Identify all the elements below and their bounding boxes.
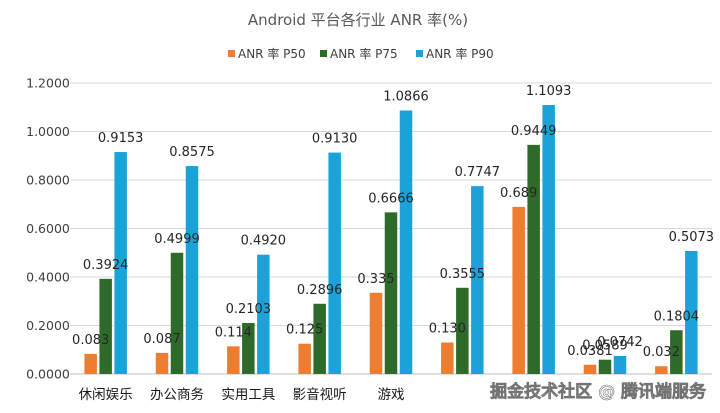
chart-title: Android 平台各行业 ANR 率(%) — [248, 11, 468, 29]
data-label-2-5: 0.7747 — [455, 165, 501, 180]
y-axis-ticks: 0.0000 0.2000 0.4000 0.6000 0.8000 1.0000 1.20… — [26, 76, 70, 382]
watermark: 掘金技术社区 @ 腾讯端服务 — [490, 381, 707, 403]
bar-0-4 — [369, 292, 383, 374]
y-tick-label: 0.6000 — [26, 221, 70, 236]
bar-1-4 — [384, 212, 398, 374]
data-label-2-2: 0.4920 — [241, 234, 287, 249]
bar-1-5 — [456, 287, 469, 374]
legend-label-2: ANR 率 P90 — [426, 46, 494, 61]
legend-swatch-1 — [320, 50, 327, 57]
bar-1-6 — [527, 144, 540, 374]
bar-0-3 — [298, 343, 311, 374]
watermark-text: 掘金技术社区 @ 腾讯端服务 — [490, 381, 707, 402]
legend-swatch-0 — [228, 50, 235, 57]
data-label-1-2: 0.2103 — [226, 302, 272, 317]
bar-1-2 — [242, 323, 255, 374]
legend-label-0: ANR 率 P50 — [238, 46, 306, 61]
data-label-2-8: 0.5073 — [669, 230, 715, 245]
y-tick-label: 0.8000 — [26, 173, 70, 188]
data-label-2-6: 1.1093 — [526, 84, 572, 99]
legend: ANR 率 P50 ANR 率 P75 ANR 率 P90 — [228, 46, 494, 61]
bar-0-7 — [583, 364, 597, 374]
data-label-0-3: 0.125 — [286, 323, 323, 338]
bar-0-2 — [227, 346, 240, 374]
data-label-0-1: 0.087 — [143, 332, 180, 347]
data-label-0-6: 0.689 — [500, 186, 537, 201]
data-label-0-8: 0.032 — [643, 345, 680, 360]
data-label-0-2: 0.114 — [215, 325, 252, 340]
bar-0-1 — [155, 352, 169, 374]
bar-2-3 — [328, 152, 341, 374]
bar-1-0 — [99, 278, 112, 374]
bar-2-4 — [399, 110, 413, 374]
data-label-0-7: 0.0381 — [567, 344, 613, 359]
legend-swatch-2 — [416, 50, 423, 57]
bar-0-8 — [655, 366, 668, 374]
y-tick-label: 0.0000 — [26, 367, 70, 382]
bars — [84, 104, 698, 374]
x-category-label: 游戏 — [378, 387, 405, 403]
data-label-1-6: 0.9449 — [511, 124, 557, 139]
data-label-0-0: 0.083 — [72, 333, 109, 348]
bar-2-5 — [471, 186, 484, 374]
x-category-label: 影音视听 — [293, 386, 347, 403]
bar-1-1 — [170, 252, 184, 374]
data-label-2-7: 0.0742 — [597, 335, 643, 350]
data-label-1-8: 0.1804 — [654, 309, 700, 324]
bar-2-6 — [542, 104, 555, 374]
bar-1-7 — [598, 359, 612, 374]
bar-2-2 — [257, 254, 270, 374]
data-label-1-4: 0.6666 — [368, 191, 414, 206]
bar-2-8 — [685, 250, 698, 374]
y-tick-label: 0.2000 — [26, 318, 70, 333]
y-tick-label: 0.4000 — [26, 270, 70, 285]
data-label-1-5: 0.3555 — [440, 267, 486, 282]
x-axis-categories: 休闲娱乐 办公商务 实用工具 影音视听 游戏 — [79, 386, 405, 403]
data-labels: 0.083 0.087 0.114 0.125 0.335 0.130 0.689 0.038… — [72, 84, 714, 360]
y-tick-label: 1.0000 — [26, 124, 70, 139]
bar-2-1 — [185, 166, 199, 374]
data-label-1-1: 0.4999 — [154, 232, 200, 247]
data-label-2-4: 1.0866 — [383, 89, 429, 104]
bar-1-8 — [670, 330, 683, 374]
data-label-2-0: 0.9153 — [98, 131, 144, 146]
bar-0-6 — [512, 206, 525, 374]
x-category-label: 休闲娱乐 — [79, 387, 133, 403]
data-label-0-4: 0.335 — [357, 272, 394, 287]
data-label-0-5: 0.130 — [429, 321, 466, 336]
data-label-1-0: 0.3924 — [83, 258, 129, 273]
legend-label-1: ANR 率 P75 — [330, 46, 398, 61]
x-category-label: 办公商务 — [150, 387, 204, 403]
data-label-1-7: 0.0589 — [582, 339, 628, 354]
bar-0-5 — [441, 342, 454, 374]
y-tick-label: 1.2000 — [26, 76, 70, 91]
data-label-1-3: 0.2896 — [297, 283, 343, 298]
x-category-label: 实用工具 — [221, 387, 275, 403]
bar-0-0 — [84, 353, 97, 374]
data-label-2-3: 0.9130 — [312, 132, 358, 147]
data-label-2-1: 0.8575 — [169, 145, 215, 160]
bar-2-0 — [114, 152, 127, 374]
bar-1-3 — [313, 303, 326, 374]
bar-2-7 — [613, 356, 627, 374]
